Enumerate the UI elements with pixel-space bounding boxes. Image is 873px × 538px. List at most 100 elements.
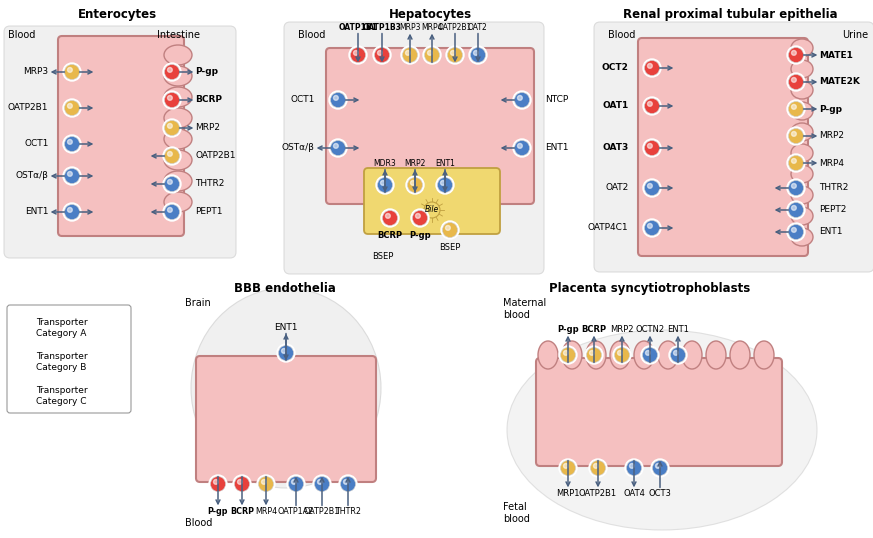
Text: PEPT1: PEPT1 (196, 208, 223, 216)
Circle shape (333, 96, 339, 100)
Circle shape (375, 47, 389, 62)
Circle shape (17, 321, 31, 335)
Text: OAT1: OAT1 (602, 102, 629, 110)
Text: ENT1: ENT1 (546, 144, 569, 152)
Text: MRP2: MRP2 (404, 159, 426, 167)
Circle shape (329, 139, 347, 157)
Text: P-gp: P-gp (557, 324, 579, 334)
Circle shape (643, 59, 661, 77)
Text: OATP1B1: OATP1B1 (339, 23, 377, 32)
Circle shape (377, 51, 382, 55)
Circle shape (656, 464, 660, 468)
Circle shape (792, 206, 796, 210)
Circle shape (329, 91, 347, 109)
Circle shape (381, 209, 399, 227)
Circle shape (402, 47, 417, 62)
Circle shape (629, 464, 635, 468)
Circle shape (424, 202, 440, 218)
Circle shape (643, 97, 661, 115)
Text: OCT2: OCT2 (601, 63, 629, 73)
Text: BBB endothelia: BBB endothelia (234, 282, 336, 295)
Circle shape (792, 228, 796, 232)
Text: Blood: Blood (608, 30, 636, 40)
Circle shape (446, 46, 464, 64)
Circle shape (445, 225, 450, 230)
Circle shape (670, 348, 685, 363)
Ellipse shape (164, 192, 192, 212)
Circle shape (168, 208, 172, 213)
Text: BSEP: BSEP (439, 243, 461, 251)
Circle shape (585, 346, 603, 364)
Circle shape (559, 346, 577, 364)
Circle shape (644, 60, 659, 75)
Circle shape (262, 479, 266, 484)
Circle shape (373, 46, 391, 64)
Text: OCT1: OCT1 (24, 139, 49, 148)
Circle shape (163, 91, 181, 109)
Circle shape (278, 345, 293, 360)
Circle shape (163, 119, 181, 137)
Ellipse shape (164, 45, 192, 65)
Circle shape (615, 348, 629, 363)
Text: Enterocytes: Enterocytes (78, 8, 156, 21)
Circle shape (643, 179, 661, 197)
Circle shape (424, 47, 439, 62)
Text: Fetal
blood: Fetal blood (503, 502, 530, 523)
FancyBboxPatch shape (326, 48, 534, 204)
Text: BCRP: BCRP (581, 324, 607, 334)
Circle shape (513, 139, 531, 157)
Circle shape (339, 475, 357, 493)
Ellipse shape (191, 288, 381, 488)
Ellipse shape (682, 341, 702, 369)
Ellipse shape (791, 186, 813, 204)
Text: OATP4C1: OATP4C1 (588, 223, 629, 232)
Circle shape (63, 135, 81, 153)
Text: OATP1B3: OATP1B3 (362, 23, 402, 32)
Circle shape (314, 477, 329, 492)
Ellipse shape (791, 165, 813, 183)
Circle shape (643, 219, 661, 237)
Circle shape (354, 51, 358, 55)
Circle shape (648, 223, 652, 228)
Text: MRP4: MRP4 (422, 23, 443, 32)
Circle shape (441, 221, 459, 239)
Circle shape (648, 102, 652, 107)
Circle shape (410, 181, 416, 185)
Circle shape (644, 181, 659, 195)
FancyBboxPatch shape (4, 26, 236, 258)
Circle shape (652, 461, 668, 476)
Ellipse shape (791, 60, 813, 78)
Ellipse shape (791, 207, 813, 225)
Circle shape (63, 203, 81, 221)
Circle shape (163, 147, 181, 165)
Circle shape (788, 155, 803, 171)
Ellipse shape (507, 330, 817, 530)
Text: Blood: Blood (298, 30, 326, 40)
Circle shape (331, 93, 346, 108)
Circle shape (787, 179, 805, 197)
Text: Transporter
Category C: Transporter Category C (36, 386, 87, 406)
Ellipse shape (658, 341, 678, 369)
Text: Blood: Blood (185, 518, 212, 528)
Circle shape (63, 167, 81, 185)
Text: MATE2K: MATE2K (820, 77, 861, 87)
Ellipse shape (164, 108, 192, 128)
Text: NTCP: NTCP (546, 96, 568, 104)
Circle shape (168, 96, 172, 100)
Text: Transporter
Category A: Transporter Category A (36, 318, 87, 338)
Text: THTR2: THTR2 (196, 180, 225, 188)
Circle shape (792, 104, 796, 109)
Circle shape (788, 181, 803, 195)
Circle shape (788, 74, 803, 89)
Circle shape (643, 139, 661, 157)
Text: MRP4: MRP4 (820, 159, 844, 167)
Circle shape (788, 47, 803, 62)
Text: OATP1A2: OATP1A2 (278, 507, 314, 516)
Text: MRP3: MRP3 (399, 23, 421, 32)
Ellipse shape (610, 341, 630, 369)
Ellipse shape (791, 123, 813, 141)
Circle shape (65, 168, 79, 183)
Text: OCTN2: OCTN2 (636, 324, 664, 334)
Circle shape (792, 51, 796, 55)
Ellipse shape (791, 228, 813, 246)
